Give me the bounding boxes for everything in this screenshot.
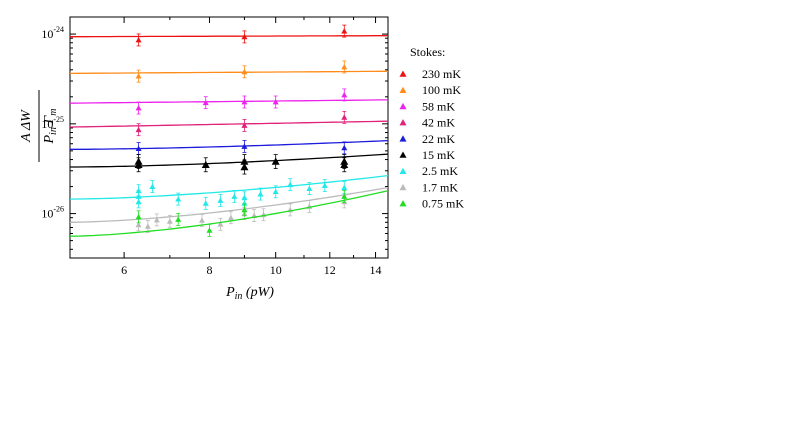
data-point <box>341 91 348 98</box>
legend-label: 22 mK <box>422 132 455 146</box>
x-tick-label: 12 <box>324 263 336 277</box>
legend-label: 42 mK <box>422 116 455 130</box>
legend-marker <box>399 86 407 93</box>
fit-line <box>69 99 388 104</box>
data-point <box>241 122 248 128</box>
legend-label: 58 mK <box>422 99 455 113</box>
data-point <box>257 191 264 197</box>
x-tick-label: 10 <box>270 263 282 277</box>
y-axis-label-den-gamma: Γ <box>42 115 57 125</box>
data-point <box>217 221 224 227</box>
data-point <box>202 99 209 106</box>
data-point <box>272 188 279 195</box>
data-point <box>271 157 280 165</box>
x-axis-label-sub: in <box>235 291 243 302</box>
x-tick-label: 6 <box>121 263 127 277</box>
data-point <box>241 68 248 75</box>
data-point <box>153 216 160 223</box>
fit-line <box>69 174 389 200</box>
data-point <box>241 194 248 201</box>
legend-label: 100 mK <box>422 83 461 97</box>
fit-line <box>69 70 388 75</box>
data-point <box>340 157 349 165</box>
data-point <box>231 193 238 199</box>
data-point <box>175 216 182 222</box>
data-point <box>135 126 142 133</box>
data-point <box>306 185 313 191</box>
legend-label: 0.75 mK <box>422 197 464 211</box>
legend-marker <box>399 151 407 158</box>
x-axis-label-symbol: P <box>225 285 235 300</box>
data-point <box>240 157 249 165</box>
legend-label: 2.5 mK <box>422 164 458 178</box>
data-point <box>241 33 248 40</box>
x-tick-label: 8 <box>206 263 212 277</box>
x-tick-label: 14 <box>370 263 382 277</box>
data-point <box>241 143 248 149</box>
fit-line <box>69 120 389 128</box>
fit-line <box>69 186 389 223</box>
y-axis-label-den-gamma-sub: m <box>48 108 59 115</box>
data-point <box>341 193 348 199</box>
y-axis-label: A ΔW Pin Γm <box>19 90 59 162</box>
legend-marker <box>399 200 407 207</box>
legend-marker <box>399 102 407 110</box>
data-point <box>135 145 142 151</box>
fit-line <box>70 35 388 38</box>
data-point <box>144 223 151 229</box>
data-point <box>202 200 209 206</box>
data-point <box>134 157 143 165</box>
plot-area: 6 8 10 12 14 10-24 10-25 10-26 <box>41 16 389 277</box>
data-point <box>341 184 348 190</box>
data-point <box>206 227 213 233</box>
data-point <box>227 214 234 221</box>
fit-line <box>70 153 389 168</box>
data-point <box>135 105 142 111</box>
legend-marker <box>399 119 407 126</box>
data-point <box>341 144 348 151</box>
data-point <box>217 197 224 203</box>
data-point <box>241 206 248 213</box>
x-axis-label-unit: (pW) <box>246 285 274 300</box>
y-tick-label: 10-24 <box>41 25 64 41</box>
data-point <box>135 221 142 228</box>
x-axis-label: Pin (pW) <box>225 285 274 302</box>
legend-marker <box>399 70 407 77</box>
legend-label: 15 mK <box>422 148 455 162</box>
fit-line <box>69 190 389 237</box>
legend-marker <box>399 135 407 142</box>
legend-title: Stokes: <box>410 45 445 59</box>
data-point <box>341 28 348 34</box>
legend-marker <box>399 183 407 191</box>
y-axis-label-numerator: A ΔW <box>19 109 34 143</box>
data-point <box>321 182 328 189</box>
data-point <box>287 181 294 188</box>
data-point <box>135 198 142 205</box>
data-point <box>241 99 248 105</box>
data-point <box>175 196 182 202</box>
data-point <box>341 114 348 120</box>
data-point <box>135 36 142 43</box>
y-axis-label-denominator: Pin Γm <box>42 108 59 144</box>
legend-label: 230 mK <box>422 67 461 81</box>
legend-label: 1.7 mK <box>422 180 458 194</box>
data-point <box>198 217 205 223</box>
data-point <box>166 218 173 224</box>
data-point <box>341 63 348 70</box>
data-point <box>135 213 142 220</box>
data-point <box>149 183 156 189</box>
y-axis-label-den-p-sub: in <box>48 127 59 135</box>
legend: Stokes: 230 mK 100 mK 58 mK 42 mK 22 mK 15 mK… <box>399 45 464 211</box>
data-point <box>201 160 210 168</box>
y-tick-label: 10-25 <box>41 115 64 131</box>
y-tick-label: 10-26 <box>41 205 64 221</box>
fit-line <box>70 139 389 150</box>
y-axis-label-den-p: P <box>42 135 57 145</box>
data-point <box>272 99 279 105</box>
data-point <box>135 73 142 79</box>
legend-marker <box>399 167 407 174</box>
